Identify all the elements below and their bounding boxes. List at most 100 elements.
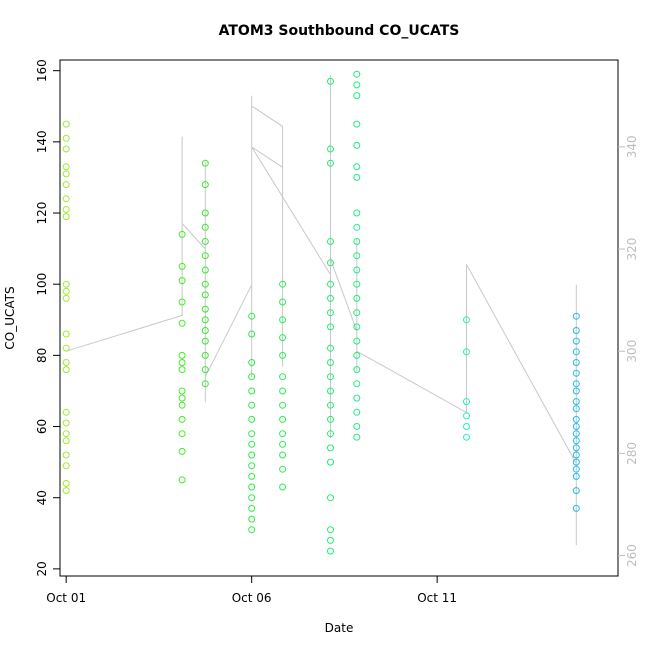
data-point	[327, 430, 334, 438]
data-point	[572, 380, 580, 388]
data-point	[353, 81, 361, 89]
chart-title: ATOM3 Southbound CO_UCATS	[219, 23, 460, 39]
data-point	[353, 423, 361, 430]
y2-tick-label: 280	[625, 442, 639, 465]
data-point	[572, 327, 580, 334]
data-point	[327, 547, 334, 555]
data-point	[201, 280, 209, 288]
data-point	[248, 415, 256, 423]
data-point	[178, 447, 186, 455]
data-point	[201, 327, 209, 334]
data-point	[201, 291, 209, 299]
data-point	[327, 415, 334, 423]
data-point	[353, 294, 361, 302]
data-point	[353, 351, 361, 359]
y2-tick-label: 260	[625, 544, 639, 567]
data-point	[572, 398, 580, 406]
data-point	[353, 223, 361, 231]
data-point	[62, 487, 70, 495]
data-point	[572, 337, 580, 345]
secondary-line	[66, 75, 577, 546]
data-point	[353, 433, 361, 441]
scatter-series	[62, 70, 580, 555]
data-point	[201, 305, 209, 313]
data-point	[248, 483, 256, 491]
data-point	[178, 262, 186, 270]
y-tick-label: 140	[35, 130, 49, 153]
data-point	[201, 266, 209, 274]
data-point	[62, 134, 70, 142]
data-point	[62, 437, 70, 445]
data-point	[248, 401, 256, 409]
data-point	[327, 494, 334, 502]
y-tick-label: 120	[35, 202, 49, 225]
data-point	[353, 366, 361, 374]
data-point	[279, 316, 287, 324]
plot-frame	[59, 59, 619, 577]
data-point	[327, 159, 334, 167]
data-point	[279, 334, 287, 342]
y-tick-label: 80	[35, 348, 49, 363]
data-point	[279, 440, 287, 448]
data-point	[178, 366, 186, 374]
x-tick-label: Oct 06	[232, 591, 272, 605]
y2-tick-label: 320	[625, 238, 639, 261]
data-point	[248, 515, 256, 523]
data-point	[279, 351, 287, 359]
axes: Oct 01 Oct 06 Oct 11 20 40 60 80 100 120 140 160 26…	[35, 59, 639, 605]
data-point	[248, 330, 256, 338]
data-point	[201, 209, 209, 217]
data-point	[327, 294, 334, 302]
x-tick-label: Oct 01	[46, 591, 86, 605]
data-point	[248, 504, 256, 512]
data-point	[62, 213, 70, 221]
y-tick-label: 40	[35, 490, 49, 505]
data-point	[62, 280, 70, 288]
data-point	[178, 430, 186, 438]
y-tick-label: 60	[35, 419, 49, 434]
data-point	[178, 387, 186, 395]
data-point	[463, 398, 470, 406]
data-point	[248, 462, 256, 470]
data-point	[178, 319, 186, 327]
data-point	[62, 120, 70, 128]
data-point	[279, 415, 287, 423]
data-point	[327, 401, 334, 409]
data-point	[248, 359, 256, 366]
data-point	[178, 298, 186, 306]
x-axis-label: Date	[325, 621, 354, 635]
data-point	[353, 173, 361, 181]
data-point	[279, 465, 287, 473]
data-point	[248, 312, 256, 320]
data-point	[248, 451, 256, 459]
data-point	[248, 494, 256, 502]
data-point	[327, 238, 334, 245]
data-point	[62, 408, 70, 416]
data-point	[463, 412, 470, 420]
data-point	[327, 526, 334, 534]
data-point	[572, 359, 580, 366]
data-point	[353, 238, 361, 245]
data-point	[327, 359, 334, 366]
data-point	[248, 373, 256, 381]
data-point	[279, 430, 287, 438]
data-point	[353, 309, 361, 317]
data-point	[353, 266, 361, 274]
data-point	[353, 92, 361, 100]
data-point	[572, 423, 580, 430]
data-point	[353, 337, 361, 345]
data-point	[572, 444, 580, 452]
data-point	[178, 230, 186, 238]
data-point	[201, 366, 209, 374]
data-point	[178, 476, 186, 484]
data-point	[62, 419, 70, 427]
data-point	[62, 480, 70, 487]
data-point	[248, 472, 256, 480]
data-point	[463, 348, 470, 356]
y2-tick-label: 300	[625, 340, 639, 363]
data-point	[572, 458, 580, 466]
data-point	[353, 163, 361, 171]
x-tick-label: Oct 11	[417, 591, 457, 605]
data-point	[178, 415, 186, 423]
